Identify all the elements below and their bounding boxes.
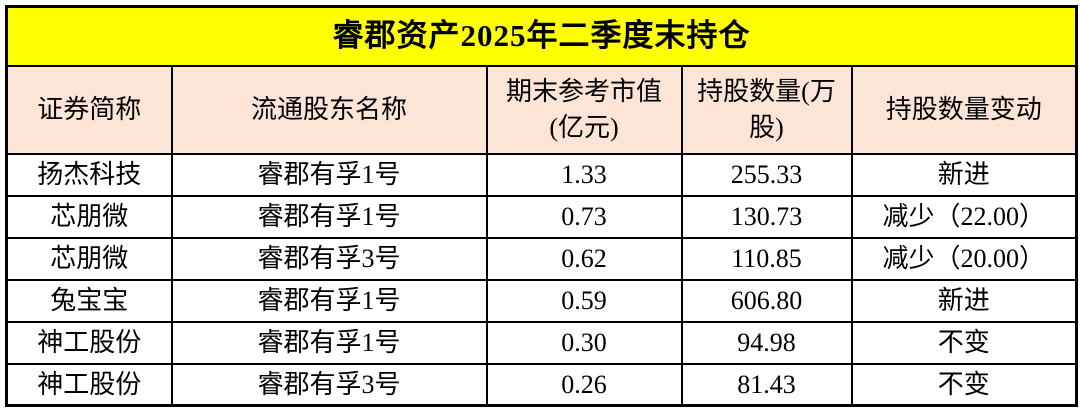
cell-security-name: 神工股份 — [5, 362, 173, 407]
cell-shares-change: 减少（22.00） — [850, 194, 1078, 239]
cell-shares-change: 新进 — [850, 152, 1078, 197]
cell-shareholder-name: 睿郡有孚3号 — [170, 236, 488, 281]
cell-shareholder-name: 睿郡有孚1号 — [170, 278, 488, 323]
holdings-table: 睿郡资产2025年二季度末持仓 证券简称 流通股东名称 期末参考市值(亿元) 持… — [5, 5, 1079, 407]
table-row: 芯朋微 睿郡有孚3号 0.62 110.85 减少（20.00） — [5, 236, 1078, 281]
column-header-shares-held: 持股数量(万股) — [680, 64, 853, 155]
table-row: 芯朋微 睿郡有孚1号 0.73 130.73 减少（22.00） — [5, 194, 1078, 239]
cell-security-name: 神工股份 — [5, 320, 173, 365]
cell-shares-change: 不变 — [850, 320, 1078, 365]
cell-shareholder-name: 睿郡有孚1号 — [170, 194, 488, 239]
cell-market-value: 0.62 — [485, 236, 683, 281]
cell-security-name: 芯朋微 — [5, 194, 173, 239]
column-header-shareholder-name: 流通股东名称 — [170, 64, 488, 155]
cell-shares-change: 新进 — [850, 278, 1078, 323]
cell-shareholder-name: 睿郡有孚3号 — [170, 362, 488, 407]
cell-shares-held: 606.80 — [680, 278, 853, 323]
table-body: 扬杰科技 睿郡有孚1号 1.33 255.33 新进 芯朋微 睿郡有孚1号 0.… — [5, 152, 1078, 407]
table-row: 神工股份 睿郡有孚3号 0.26 81.43 不变 — [5, 362, 1078, 407]
cell-shares-held: 110.85 — [680, 236, 853, 281]
table-row: 兔宝宝 睿郡有孚1号 0.59 606.80 新进 — [5, 278, 1078, 323]
cell-shares-held: 81.43 — [680, 362, 853, 407]
cell-shares-change: 减少（20.00） — [850, 236, 1078, 281]
cell-shares-held: 94.98 — [680, 320, 853, 365]
table-title-row: 睿郡资产2025年二季度末持仓 — [5, 5, 1078, 67]
table-title: 睿郡资产2025年二季度末持仓 — [5, 5, 1078, 67]
cell-security-name: 扬杰科技 — [5, 152, 173, 197]
column-header-shares-change: 持股数量变动 — [850, 64, 1078, 155]
table-row: 扬杰科技 睿郡有孚1号 1.33 255.33 新进 — [5, 152, 1078, 197]
cell-market-value: 0.30 — [485, 320, 683, 365]
cell-security-name: 芯朋微 — [5, 236, 173, 281]
cell-market-value: 1.33 — [485, 152, 683, 197]
cell-market-value: 0.73 — [485, 194, 683, 239]
table-header-row: 证券简称 流通股东名称 期末参考市值(亿元) 持股数量(万股) 持股数量变动 — [5, 64, 1078, 155]
column-header-market-value: 期末参考市值(亿元) — [485, 64, 683, 155]
cell-security-name: 兔宝宝 — [5, 278, 173, 323]
cell-shareholder-name: 睿郡有孚1号 — [170, 320, 488, 365]
cell-shareholder-name: 睿郡有孚1号 — [170, 152, 488, 197]
cell-shares-held: 130.73 — [680, 194, 853, 239]
cell-market-value: 0.26 — [485, 362, 683, 407]
table-row: 神工股份 睿郡有孚1号 0.30 94.98 不变 — [5, 320, 1078, 365]
cell-market-value: 0.59 — [485, 278, 683, 323]
column-header-security-name: 证券简称 — [5, 64, 173, 155]
cell-shares-held: 255.33 — [680, 152, 853, 197]
cell-shares-change: 不变 — [850, 362, 1078, 407]
